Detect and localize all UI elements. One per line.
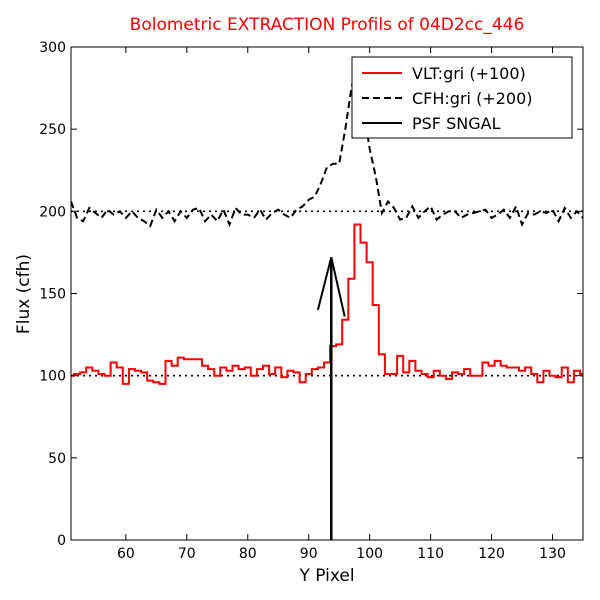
axes: 60 70 80 90 100 110 120 130 0 50 100 150 200 250 300 — [39, 40, 583, 562]
y-tick-label-250: 250 — [39, 122, 66, 138]
plot-area — [71, 61, 583, 540]
y-tick-label-50: 50 — [48, 451, 66, 467]
x-axis-label: Y Pixel — [298, 566, 354, 586]
x-tick-label-80: 80 — [239, 546, 257, 562]
x-tick-label-110: 110 — [417, 546, 444, 562]
legend-label-cfh-gri-200: CFH:gri (+200) — [412, 89, 533, 108]
legend-label-psf-sngal: PSF SNGAL — [412, 114, 501, 133]
x-tick-label-90: 90 — [300, 546, 318, 562]
y-tick-label-200: 200 — [39, 204, 66, 220]
x-tick-label-100: 100 — [356, 546, 383, 562]
y-tick-label-0: 0 — [57, 533, 66, 549]
y-tick-label-100: 100 — [39, 369, 66, 385]
x-tick-label-70: 70 — [178, 546, 196, 562]
series-psf-sngal-line — [316, 257, 346, 317]
y-tick-label-300: 300 — [39, 40, 66, 56]
legend-label-vlt-gri-100: VLT:gri (+100) — [412, 64, 526, 83]
x-tick-label-120: 120 — [478, 546, 505, 562]
y-axis-label: Flux (cfh) — [14, 254, 34, 334]
series-cfh-gri-line — [71, 61, 583, 228]
series-vlt-gri-line — [71, 223, 583, 385]
legend: VLT:gri (+100) CFH:gri (+200) PSF SNGAL — [351, 56, 573, 139]
y-tick-label-150: 150 — [39, 287, 66, 303]
chart-title: Bolometric EXTRACTION Profils of 04D2cc_… — [130, 15, 525, 35]
x-tick-label-130: 130 — [539, 546, 566, 562]
x-tick-label-60: 60 — [117, 546, 135, 562]
